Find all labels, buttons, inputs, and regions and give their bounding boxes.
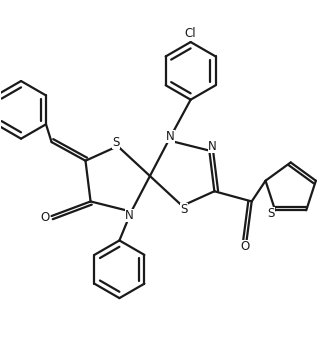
Text: S: S — [267, 207, 275, 220]
Text: N: N — [208, 140, 217, 153]
Text: N: N — [166, 131, 175, 144]
Text: Cl: Cl — [185, 27, 197, 40]
Text: N: N — [125, 208, 134, 221]
Text: S: S — [180, 203, 188, 216]
Text: O: O — [240, 240, 250, 253]
Text: S: S — [112, 136, 120, 149]
Text: O: O — [41, 211, 50, 224]
